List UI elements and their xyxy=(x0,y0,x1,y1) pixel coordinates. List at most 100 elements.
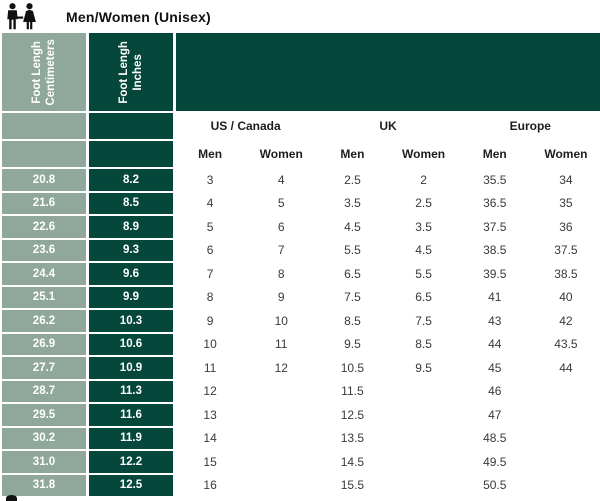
size-value-cell xyxy=(247,428,315,450)
cm-cell: 30.2 xyxy=(2,427,86,449)
size-value-cell: 14.5 xyxy=(340,454,365,469)
size-value-cell: 10 xyxy=(274,313,288,328)
size-value-cell: 10 xyxy=(203,337,217,352)
size-value-cell: 2.5 xyxy=(415,196,432,211)
column-header-centimeters: Foot Lengh Centimeters xyxy=(2,33,86,111)
size-value-cell: 15 xyxy=(203,454,217,469)
size-value-cell xyxy=(247,404,315,426)
size-value-cell xyxy=(532,404,600,426)
size-value-cell: 5 xyxy=(206,219,214,234)
size-value-cell: 5.5 xyxy=(415,266,432,281)
cm-cell: 31.0 xyxy=(2,451,86,473)
size-value-cell: 4.5 xyxy=(415,243,432,258)
size-value-cell: 8.5 xyxy=(344,313,361,328)
size-value-cell: 2.5 xyxy=(344,172,361,187)
size-value-cell: 4 xyxy=(277,172,285,187)
cm-cell: 27.7 xyxy=(2,357,86,379)
size-value-cell: 5 xyxy=(277,196,285,211)
spacer-cell-cm xyxy=(2,113,86,139)
inches-cell: 11.9 xyxy=(89,427,173,449)
size-value-cell: 4 xyxy=(206,196,214,211)
inches-cell: 11.6 xyxy=(89,404,173,426)
size-value-cell: 9 xyxy=(206,313,214,328)
subheader-us-women: Women xyxy=(259,147,303,161)
size-value-cell: 2 xyxy=(420,172,427,187)
cm-cell: 26.9 xyxy=(2,333,86,355)
size-value-cell: 4.5 xyxy=(344,219,361,234)
size-value-cell: 8 xyxy=(206,290,214,305)
size-value-cell: 6 xyxy=(206,243,214,258)
size-value-cell xyxy=(389,381,457,403)
size-value-cell: 15.5 xyxy=(340,478,365,493)
size-value-cell: 6.5 xyxy=(415,290,432,305)
column-header-inches-line1: Foot Lengh xyxy=(117,40,130,104)
size-value-cell xyxy=(247,451,315,473)
cm-cell: 26.2 xyxy=(2,310,86,332)
inches-cell: 10.9 xyxy=(89,357,173,379)
group-header-europe: Europe xyxy=(509,119,551,133)
subheader-us-men: Men xyxy=(198,147,223,161)
size-value-cell: 9.5 xyxy=(344,337,361,352)
size-value-cell: 6.5 xyxy=(344,266,361,281)
size-value-cell: 43.5 xyxy=(554,337,578,352)
cropped-icon-bottom xyxy=(6,495,17,501)
cm-cell: 28.7 xyxy=(2,380,86,402)
size-value-cell: 14 xyxy=(203,431,217,446)
spacer-cell-inches xyxy=(89,141,173,167)
size-value-cell: 12.5 xyxy=(340,407,365,422)
size-table: Foot Lengh Centimeters Foot Lengh Inches… xyxy=(2,33,600,496)
size-value-cell: 37.5 xyxy=(483,219,507,234)
size-value-cell: 44 xyxy=(488,337,502,352)
size-value-cell: 8 xyxy=(277,266,285,281)
inches-cell: 8.5 xyxy=(89,192,173,214)
column-header-inches-line2: Inches xyxy=(132,53,144,91)
size-value-cell xyxy=(532,475,600,497)
inches-cell: 12.5 xyxy=(89,474,173,496)
size-value-cell xyxy=(247,475,315,497)
size-value-cell: 41 xyxy=(488,290,502,305)
inches-cell: 10.6 xyxy=(89,333,173,355)
size-value-cell xyxy=(532,428,600,450)
size-value-cell: 3 xyxy=(206,172,214,187)
size-value-cell: 38.5 xyxy=(483,243,507,258)
header-banner xyxy=(176,33,600,111)
size-value-cell: 35.5 xyxy=(483,172,507,187)
cm-cell: 22.6 xyxy=(2,216,86,238)
inches-cell: 8.9 xyxy=(89,216,173,238)
size-value-cell: 35 xyxy=(559,196,573,211)
column-header-centimeters-line1: Foot Lengh xyxy=(30,40,43,104)
subheader-uk-women: Women xyxy=(402,147,446,161)
size-value-cell: 3.5 xyxy=(344,196,361,211)
size-value-cell: 36 xyxy=(559,219,573,234)
size-value-cell: 7.5 xyxy=(415,313,432,328)
subheader-eu-men: Men xyxy=(482,147,507,161)
size-value-cell: 7 xyxy=(277,243,285,258)
cm-cell: 21.6 xyxy=(2,192,86,214)
size-value-cell: 40 xyxy=(559,290,573,305)
size-value-cell: 8.5 xyxy=(415,337,432,352)
page-title: Men/Women (Unisex) xyxy=(66,8,211,25)
size-value-cell: 7 xyxy=(206,266,214,281)
size-value-cell: 3.5 xyxy=(415,219,432,234)
size-value-cell xyxy=(532,451,600,473)
inches-cell: 10.3 xyxy=(89,310,173,332)
size-value-cell: 50.5 xyxy=(483,478,507,493)
size-value-cell: 43 xyxy=(488,313,502,328)
size-value-cell xyxy=(389,404,457,426)
group-header-uk: UK xyxy=(379,119,397,133)
size-value-cell: 12 xyxy=(274,360,288,375)
title-bar: Men/Women (Unisex) xyxy=(0,0,600,33)
cm-cell: 20.8 xyxy=(2,169,86,191)
size-value-cell: 44 xyxy=(559,360,573,375)
size-value-cell: 11.5 xyxy=(341,384,364,399)
column-header-inches: Foot Lengh Inches xyxy=(89,33,173,111)
size-value-cell: 38.5 xyxy=(554,266,578,281)
size-value-cell: 37.5 xyxy=(554,243,578,258)
size-value-cell: 6 xyxy=(277,219,285,234)
size-value-cell: 34 xyxy=(559,172,573,187)
man-woman-icon xyxy=(4,3,44,30)
size-value-cell: 11 xyxy=(275,337,288,352)
size-value-cell: 12 xyxy=(203,384,217,399)
size-value-cell: 45 xyxy=(488,360,502,375)
inches-cell: 8.2 xyxy=(89,169,173,191)
